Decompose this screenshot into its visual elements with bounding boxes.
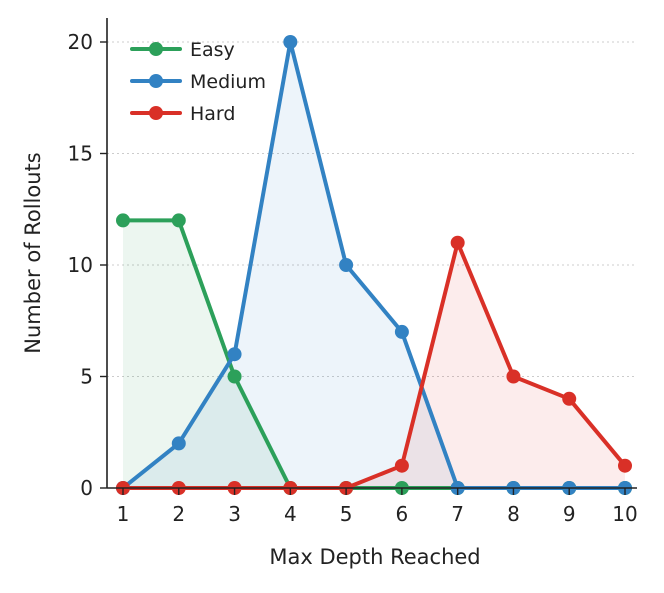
legend-marker xyxy=(149,74,163,88)
x-tick-label: 3 xyxy=(228,502,241,526)
x-tick-label: 1 xyxy=(117,502,130,526)
data-point-hard xyxy=(562,391,577,406)
x-tick-label: 2 xyxy=(172,502,185,526)
data-point-easy xyxy=(171,213,186,228)
y-tick-label: 5 xyxy=(80,365,93,389)
data-point-medium xyxy=(394,324,409,339)
y-ticks: 0 5 10 15 20 xyxy=(68,30,107,500)
y-tick-label: 20 xyxy=(68,30,93,54)
legend-marker xyxy=(149,106,163,120)
data-point-medium xyxy=(227,347,242,362)
x-tick-label: 10 xyxy=(612,502,637,526)
legend: Easy Medium Hard xyxy=(130,39,266,125)
x-tick-label: 6 xyxy=(396,502,409,526)
x-tick-label: 7 xyxy=(451,502,464,526)
data-point-hard xyxy=(506,369,521,384)
series-area-medium xyxy=(123,42,625,488)
y-axis-title: Number of Rollouts xyxy=(21,152,45,353)
x-ticks: 1 2 3 4 5 6 7 8 9 10 xyxy=(117,488,638,526)
x-tick-label: 4 xyxy=(284,502,297,526)
y-tick-label: 15 xyxy=(68,142,93,166)
data-point-hard xyxy=(394,458,409,473)
data-point-medium xyxy=(171,436,186,451)
legend-label: Easy xyxy=(190,39,235,61)
data-point-hard xyxy=(450,235,465,250)
legend-marker xyxy=(149,42,163,56)
x-tick-label: 8 xyxy=(507,502,520,526)
series-area-easy xyxy=(123,220,625,488)
y-tick-label: 0 xyxy=(80,476,93,500)
series-areas xyxy=(123,42,625,488)
legend-label: Hard xyxy=(190,103,235,125)
data-point-easy xyxy=(116,213,130,228)
data-point-medium xyxy=(339,258,354,272)
x-axis-title: Max Depth Reached xyxy=(269,545,480,569)
axes xyxy=(106,18,637,489)
series-area-hard xyxy=(123,242,625,488)
gridlines xyxy=(107,41,637,377)
data-point-hard xyxy=(618,458,632,473)
y-tick-label: 10 xyxy=(68,253,93,277)
data-point-easy xyxy=(227,369,242,384)
x-tick-label: 9 xyxy=(563,502,576,526)
x-tick-label: 5 xyxy=(340,502,353,526)
data-point-medium xyxy=(283,35,298,49)
legend-label: Medium xyxy=(190,71,266,93)
